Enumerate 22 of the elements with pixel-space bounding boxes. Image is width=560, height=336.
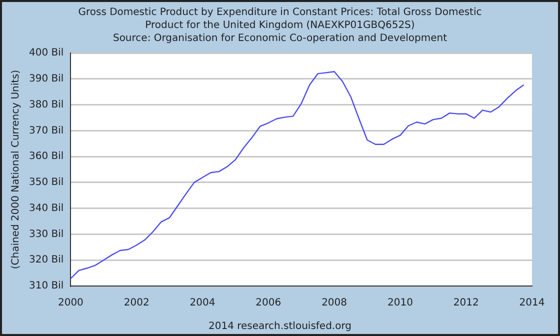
- text: 2014 research.stlouisfed.org: [207, 321, 353, 332]
- x-tick-label: 2006: [256, 298, 282, 309]
- x-tick-label: 2012: [453, 298, 479, 309]
- x-tick-label: 2002: [124, 298, 150, 309]
- y-axis-title: (Chained 2000 National Currency Units): [10, 70, 22, 270]
- x-tick-label: 2000: [58, 298, 84, 309]
- y-tick-label: 350 Bil: [28, 177, 64, 188]
- chart-title: Gross Domestic Product by Expenditure in Constant Prices: Total Gross Domestic Product for the United Kingdom (NAEXKP01GBQ652S): [77, 6, 483, 32]
- y-tick-label: 360 Bil: [28, 151, 64, 162]
- x-tick-label: 2004: [190, 298, 216, 309]
- y-tick-label: 370 Bil: [28, 125, 64, 136]
- y-tick-label: 340 Bil: [28, 202, 64, 214]
- y-tick-label: 390 Bil: [28, 73, 64, 84]
- y-tick-label: 310 Bil: [28, 280, 64, 292]
- x-tick-label: 2014: [519, 298, 545, 309]
- x-tick-label: 2010: [387, 298, 413, 309]
- y-tick-label: 330 Bil: [28, 228, 64, 240]
- x-tick-label: 2008: [322, 298, 348, 309]
- y-tick-label: 320 Bil: [28, 254, 64, 266]
- chart-subtitle: Source: Organisation for Economic Co-operation and Development: [112, 32, 448, 45]
- y-tick-label: 400 Bil: [28, 48, 64, 59]
- y-tick-label: 380 Bil: [28, 99, 64, 110]
